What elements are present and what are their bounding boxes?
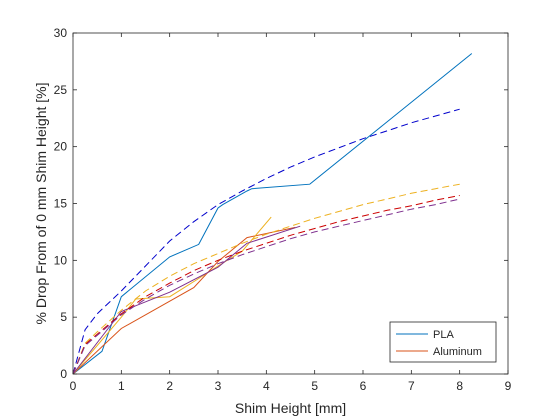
data-series-0: [72, 53, 473, 375]
x-tick-label: 1: [118, 379, 125, 393]
x-tick-label: 4: [263, 379, 270, 393]
y-tick-label: 30: [54, 26, 68, 40]
legend-label-aluminum: Aluminum: [433, 346, 482, 358]
x-axis-label: Shim Height [mm]: [235, 400, 346, 416]
x-tick-label: 8: [456, 379, 463, 393]
x-tick-label: 5: [311, 379, 318, 393]
legend: PLA Aluminum: [389, 321, 497, 363]
y-tick-label: 10: [54, 253, 68, 267]
y-tick-label: 20: [54, 140, 68, 154]
x-tick-label: 2: [166, 379, 173, 393]
legend-label-pla: PLA: [433, 329, 454, 341]
x-tick-label: 9: [505, 379, 512, 393]
x-tick-label: 6: [360, 379, 367, 393]
x-tick-label: 3: [215, 379, 222, 393]
y-tick-label: 25: [54, 83, 68, 97]
fit-curve-7: [72, 198, 460, 375]
y-tick-label: 5: [60, 310, 67, 324]
x-tick-label: 7: [408, 379, 415, 393]
x-tick-label: 0: [70, 379, 77, 393]
y-axis-label: % Drop From of 0 mm Shim Height [%]: [33, 83, 49, 325]
fit-curve-4: [72, 108, 460, 375]
axis-ticks: 0 1 2 3 4 5 6 7 8 9 0 5 10 15 20 25 30: [54, 26, 512, 393]
legend-box: [389, 321, 497, 363]
series-layer: [72, 53, 473, 375]
data-series-2: [72, 216, 272, 375]
y-tick-label: 0: [60, 367, 67, 381]
fit-curve-5: [72, 183, 460, 375]
y-tick-label: 15: [54, 197, 68, 211]
